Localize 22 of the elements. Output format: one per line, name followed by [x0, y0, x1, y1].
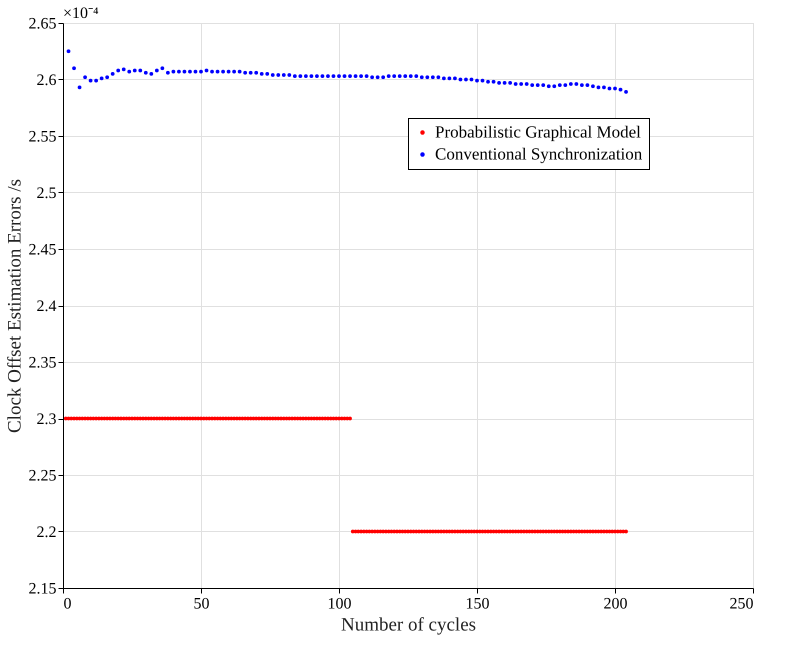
- x-axis-title: Number of cycles: [340, 614, 476, 636]
- y-tick-label: 2.15: [28, 580, 56, 598]
- x-tick-label: 150: [466, 596, 490, 612]
- x-tick-label: 100: [328, 596, 352, 612]
- y-tick-label: 2.3: [36, 411, 56, 428]
- y-tick-label: 2.45: [28, 242, 56, 258]
- legend-label: Probabilistic Graphical Model: [435, 122, 642, 142]
- y-tick-label: 2.6: [36, 72, 56, 89]
- y-tick-label: 2.65: [28, 16, 56, 32]
- x-tick-label: 50: [194, 596, 210, 612]
- y-tick-label: 2.35: [28, 354, 56, 372]
- x-tick-label: 250: [730, 596, 754, 612]
- y-axis-title: Clock Offset Estimation Errors /s: [4, 178, 26, 434]
- y-tick-label: 2.55: [28, 128, 56, 146]
- legend-label: Conventional Synchronization: [435, 144, 643, 164]
- y-tick-label: 2.25: [28, 468, 56, 484]
- y-tick-label: 2.4: [36, 298, 56, 315]
- x-tick-label: 200: [604, 596, 628, 612]
- y-tick-label: 2.2: [36, 524, 56, 541]
- y-tick-label: 2.5: [36, 185, 56, 202]
- x-tick-label: 0: [64, 596, 72, 612]
- text: ×10⁻⁴: [63, 5, 100, 22]
